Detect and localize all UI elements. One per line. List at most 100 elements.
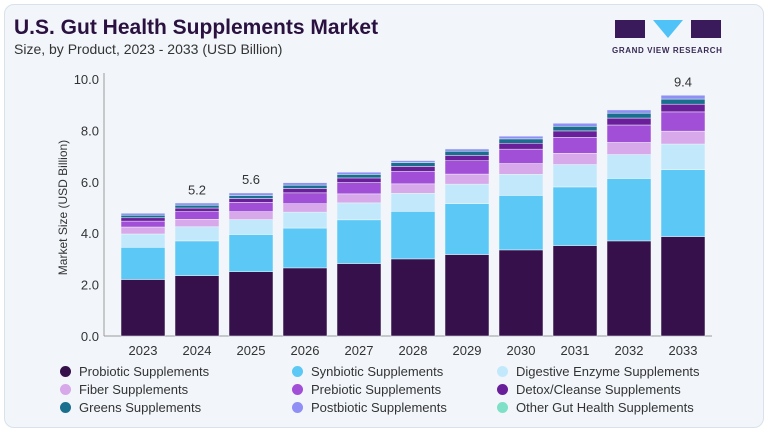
bar-segment — [390, 160, 436, 163]
data-label: 5.2 — [188, 182, 206, 197]
bar-segment — [606, 112, 652, 119]
bar-segment — [660, 236, 706, 337]
bar-segment — [336, 219, 382, 264]
bar-segment — [282, 184, 328, 189]
bar-segment — [606, 142, 652, 155]
legend-label: Postbiotic Supplements — [311, 400, 447, 415]
bar-segment — [444, 148, 490, 152]
legend-label: Greens Supplements — [79, 400, 202, 415]
bar-segment — [660, 111, 706, 132]
bar-segment — [660, 94, 706, 100]
bar-segment — [228, 219, 274, 235]
bar-segment — [444, 183, 490, 204]
legend-item: Probiotic Supplements — [60, 364, 209, 379]
legend-marker-icon — [292, 366, 303, 377]
bar-segment — [498, 148, 544, 164]
bar-segment — [120, 214, 166, 219]
bar-segment — [498, 163, 544, 175]
bar-segment — [336, 202, 382, 221]
bar-segment — [444, 155, 490, 161]
legend-item: Fiber Supplements — [60, 382, 188, 397]
bar-segment — [282, 203, 328, 213]
bar-segment — [174, 207, 220, 212]
bar-segment — [498, 143, 544, 150]
bar-segment — [660, 130, 706, 145]
legend-marker-icon — [60, 384, 71, 395]
bar-segment — [390, 162, 436, 167]
bar-segment — [336, 177, 382, 183]
bar-segment — [120, 247, 166, 280]
bar-segment — [606, 154, 652, 179]
y-tick-label: 6.0 — [81, 175, 99, 190]
bar-segment — [174, 240, 220, 276]
legend-item: Synbiotic Supplements — [292, 364, 443, 379]
bar-segment — [174, 202, 220, 206]
bar-segment — [552, 153, 598, 165]
bar-segment — [390, 166, 436, 172]
bar-segment — [228, 198, 274, 203]
x-tick-label: 2023 — [129, 343, 158, 358]
x-tick-label: 2030 — [507, 343, 536, 358]
bar-segment — [444, 203, 490, 255]
bar-segment — [282, 182, 328, 186]
bar-segment — [282, 211, 328, 229]
bar-segment — [390, 171, 436, 185]
bar-segment — [660, 103, 706, 113]
x-tick-label: 2024 — [183, 343, 212, 358]
bar-segment — [282, 188, 328, 194]
bar-segment — [444, 160, 490, 175]
bar-segment — [444, 173, 490, 185]
legend-marker-icon — [292, 384, 303, 395]
logo-text: GRAND VIEW RESEARCH — [612, 46, 723, 55]
bar-segment — [606, 240, 652, 337]
bar-segment — [174, 211, 220, 220]
x-tick-label: 2027 — [345, 343, 374, 358]
bar-segment — [606, 109, 652, 111]
bar-segment — [120, 217, 166, 222]
legend-marker-icon — [497, 366, 508, 377]
bar-segment — [336, 263, 382, 337]
legend-marker-icon — [497, 402, 508, 413]
legend-label: Probiotic Supplements — [79, 364, 210, 379]
bar-segment — [282, 192, 328, 204]
legend-item: Detox/Cleanse Supplements — [497, 382, 681, 397]
legend-item: Prebiotic Supplements — [292, 382, 441, 397]
bar-segment — [444, 148, 490, 150]
bar-segment — [498, 135, 544, 140]
bar-segment — [552, 122, 598, 127]
bar-segment — [228, 195, 274, 199]
y-tick-label: 2.0 — [81, 278, 99, 293]
y-tick-label: 8.0 — [81, 123, 99, 138]
y-tick-label: 10.0 — [74, 72, 99, 87]
legend-marker-icon — [60, 366, 71, 377]
x-tick-label: 2031 — [561, 343, 590, 358]
bar-segment — [606, 178, 652, 242]
bar-segment — [120, 226, 166, 235]
bar-segment — [174, 275, 220, 337]
bar-segment — [552, 186, 598, 246]
bar-segment — [228, 271, 274, 337]
bar-segment — [552, 245, 598, 337]
y-axis-label: Market Size (USD Billion) — [56, 140, 70, 275]
bar-segment — [228, 211, 274, 220]
bar-segment — [282, 267, 328, 337]
bar-segment — [390, 183, 436, 194]
bar-segment — [336, 171, 382, 175]
legend-item: Postbiotic Supplements — [292, 400, 447, 415]
bar-segment — [174, 226, 220, 242]
x-tick-label: 2032 — [615, 343, 644, 358]
bar-segment — [228, 192, 274, 196]
bar-segment — [390, 159, 436, 161]
legend-item: Digestive Enzyme Supplements — [497, 364, 700, 379]
bar-segment — [120, 212, 166, 214]
bar-segment — [660, 94, 706, 96]
x-tick-label: 2028 — [399, 343, 428, 358]
bar-segment — [552, 130, 598, 138]
bar-segment — [228, 234, 274, 272]
grand-view-research-logo — [615, 20, 721, 38]
legend-label: Synbiotic Supplements — [311, 364, 444, 379]
legend-label: Digestive Enzyme Supplements — [516, 364, 700, 379]
bar-segment — [606, 117, 652, 126]
bar-segment — [282, 181, 328, 183]
